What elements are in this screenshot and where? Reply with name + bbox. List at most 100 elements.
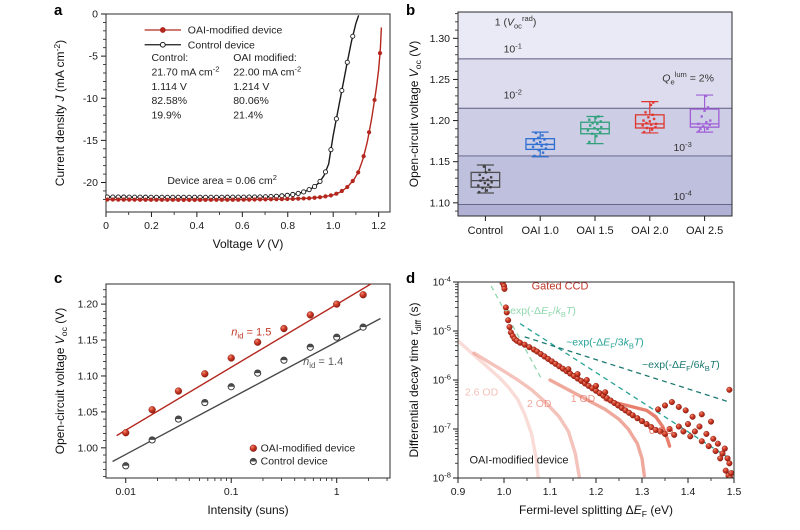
svg-text:OAI 1.5: OAI 1.5 [576, 225, 613, 237]
svg-text:OAI 2.5: OAI 2.5 [686, 225, 723, 237]
svg-text:0 OD: 0 OD [649, 425, 674, 437]
svg-text:Intensity (suns): Intensity (suns) [207, 503, 288, 517]
svg-text:10-4: 10-4 [433, 274, 451, 288]
svg-text:10-6: 10-6 [433, 372, 451, 386]
svg-text:Device area = 0.06 cm2: Device area = 0.06 cm2 [167, 173, 277, 187]
svg-text:1.2: 1.2 [589, 486, 604, 498]
svg-text:Control device: Control device [261, 456, 328, 468]
svg-text:0: 0 [92, 9, 98, 21]
svg-text:1.5: 1.5 [727, 486, 742, 498]
svg-text:Gated CCD: Gated CCD [532, 280, 589, 292]
svg-text:1.3: 1.3 [635, 486, 650, 498]
svg-text:10-2: 10-2 [504, 87, 522, 101]
svg-text:1.25: 1.25 [430, 74, 451, 86]
panel-label-a: a [54, 2, 63, 19]
od-curves [458, 339, 672, 478]
svg-text:1.0: 1.0 [497, 486, 512, 498]
svg-text:1.05: 1.05 [78, 406, 99, 418]
svg-text:10-5: 10-5 [433, 323, 451, 337]
svg-text:nid = 1.4: nid = 1.4 [303, 356, 343, 370]
panel-label-b: b [406, 2, 416, 19]
svg-text:1: 1 [334, 486, 340, 498]
jv-series [105, 15, 383, 202]
svg-text:10-1: 10-1 [504, 41, 522, 55]
od-curve-0-OD [603, 397, 672, 448]
axes: 0 0.2 0.4 0.6 0.8 1.0 1.2 0 -5 -10 -15 -20 Voltage V… [52, 9, 386, 252]
svg-text:82.58%: 82.58% [151, 95, 187, 107]
plot-content [458, 282, 734, 478]
qe-bands [458, 12, 732, 216]
svg-text:1.10: 1.10 [78, 370, 99, 382]
panel-label-d: d [406, 270, 416, 287]
exp-guide-lines [490, 285, 730, 459]
svg-text:10-7: 10-7 [433, 421, 451, 435]
svg-text:1.10: 1.10 [430, 197, 451, 209]
svg-text:~exp(-ΔEF/kBT): ~exp(-ΔEF/kBT) [504, 305, 576, 319]
svg-text:OAI 1.0: OAI 1.0 [522, 225, 559, 237]
device-area-note: Device area = 0.06 cm2 [167, 173, 277, 187]
svg-text:Qelum = 2%: Qelum = 2% [662, 70, 714, 86]
svg-text:2.6 OD: 2.6 OD [465, 387, 499, 399]
axes: 0.01 0.1 1 1.00 1.05 1.10 1.15 1.20 Intensity (s… [53, 289, 388, 517]
svg-text:1.30: 1.30 [430, 33, 451, 45]
svg-text:Current density J (mA cm-2): Current density J (mA cm-2) [52, 40, 67, 186]
svg-text:1.114 V: 1.114 V [151, 81, 186, 93]
svg-text:-10: -10 [83, 93, 98, 105]
svg-text:~exp(-ΔEF/6kBT): ~exp(-ΔEF/6kBT) [642, 359, 720, 373]
svg-text:19.9%: 19.9% [151, 109, 181, 121]
od-curve-2-OD [472, 351, 582, 478]
band-labels: 1 (Vocrad) 10-1 10-2 10-3 10-4 Qelum = 2% [495, 14, 714, 203]
svg-text:0.1: 0.1 [224, 486, 239, 498]
legend: OAI-modified device Control device [249, 442, 356, 468]
svg-text:nid = 1.5: nid = 1.5 [231, 327, 271, 341]
svg-text:Open-circuit voltage Voc (V): Open-circuit voltage Voc (V) [53, 308, 69, 455]
svg-text:1 (Vocrad): 1 (Vocrad) [495, 14, 537, 30]
annotations: 2.6 OD 2 OD 1 OD 0 OD ~exp(-ΔEF/kBT) ~exp(-ΔE… [465, 280, 720, 466]
svg-text:0.01: 0.01 [116, 486, 137, 498]
panel-d-decay-time-chart: 2.6 OD 2 OD 1 OD 0 OD ~exp(-ΔEF/kBT) ~exp(-ΔE… [407, 274, 741, 519]
svg-text:Voltage V (V): Voltage V (V) [213, 237, 284, 251]
box-oai-1-5 [580, 115, 610, 145]
svg-text:1.2: 1.2 [371, 220, 386, 232]
svg-text:~exp(-ΔEF/3kBT): ~exp(-ΔEF/3kBT) [566, 337, 644, 351]
scatter-points [499, 282, 734, 478]
svg-text:0.9: 0.9 [451, 486, 466, 498]
svg-text:Open-circuit voltage Voc (V): Open-circuit voltage Voc (V) [407, 41, 423, 188]
svg-text:0: 0 [103, 220, 109, 232]
svg-text:0.2: 0.2 [144, 220, 159, 232]
box-oai-2-0 [634, 101, 665, 134]
svg-text:1 OD: 1 OD [571, 393, 596, 405]
svg-text:OAI 2.0: OAI 2.0 [631, 225, 668, 237]
svg-text:-15: -15 [83, 135, 98, 147]
svg-text:Control: Control [468, 225, 503, 237]
svg-text:2 OD: 2 OD [527, 398, 552, 410]
svg-text:1.15: 1.15 [78, 335, 99, 347]
series [112, 284, 381, 470]
svg-text:1.00: 1.00 [78, 442, 99, 454]
svg-text:10-8: 10-8 [433, 470, 451, 484]
svg-text:1.20: 1.20 [78, 299, 99, 311]
svg-text:22.00 mA cm-2: 22.00 mA cm-2 [233, 64, 301, 78]
box-oai-1-0 [525, 131, 556, 158]
axes: 0.9 1.0 1.1 1.2 1.3 1.4 1.5 10-4 10-5 10-6 10-7 10-… [407, 274, 741, 519]
svg-text:10-3: 10-3 [673, 140, 691, 154]
svg-text:1.15: 1.15 [430, 156, 451, 168]
panel-a-jv-curves-chart: 0 0.2 0.4 0.6 0.8 1.0 1.2 0 -5 -10 -15 -20 Voltage V… [52, 9, 391, 252]
svg-text:1.0: 1.0 [326, 220, 341, 232]
svg-text:21.4%: 21.4% [233, 109, 263, 121]
svg-text:-20: -20 [83, 177, 98, 189]
points-oai [122, 291, 367, 437]
svg-text:-5: -5 [89, 51, 98, 63]
svg-text:OAI modified:: OAI modified: [233, 52, 297, 64]
svg-text:10-4: 10-4 [673, 189, 691, 203]
svg-text:OAI-modified device: OAI-modified device [261, 442, 356, 454]
panel-label-c: c [54, 270, 63, 287]
svg-text:0.8: 0.8 [280, 220, 295, 232]
od-curve-1-OD [548, 378, 646, 478]
svg-text:Control device: Control device [188, 39, 255, 51]
box-series [470, 94, 720, 194]
svg-text:OAI-modified device: OAI-modified device [188, 25, 283, 37]
svg-text:OAI-modified device: OAI-modified device [470, 454, 569, 466]
svg-text:Fermi-level splitting ΔEF (eV): Fermi-level splitting ΔEF (eV) [519, 503, 673, 519]
